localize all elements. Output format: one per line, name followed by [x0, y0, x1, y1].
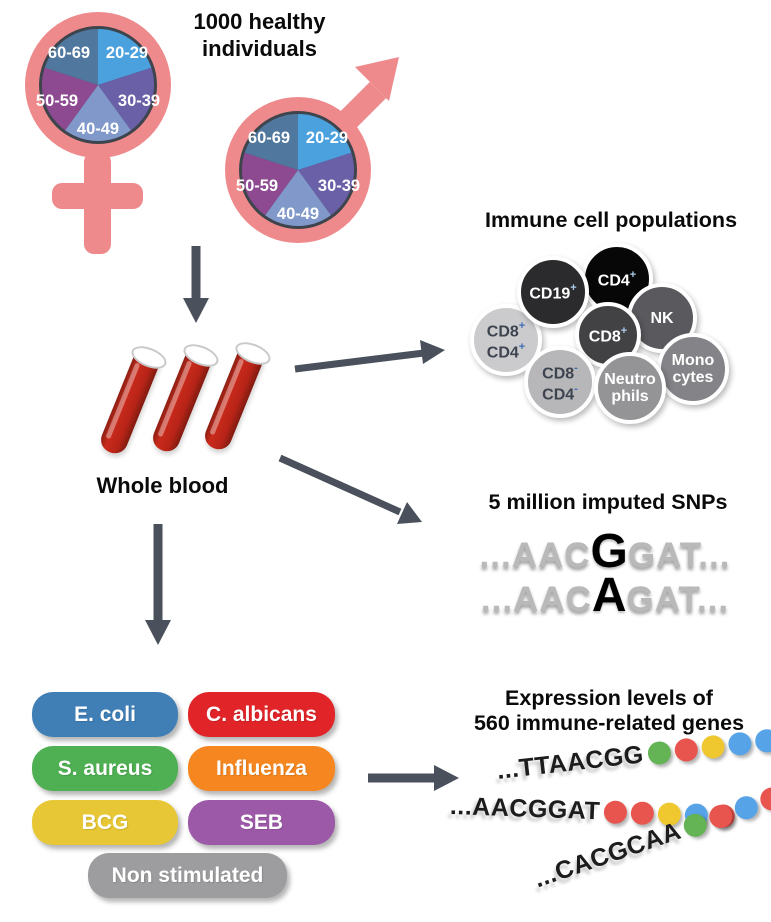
superscript: - — [574, 361, 578, 374]
stimulus-non-stimulated: Non stimulated — [88, 853, 287, 898]
expression-dot — [646, 740, 672, 766]
snp-variant-allele: G — [590, 525, 628, 578]
gene-sequence: ...AACGGAT — [449, 792, 601, 826]
gene-sequence: ...CACGCAA — [530, 816, 685, 894]
sequence-suffix: GAT... — [626, 580, 730, 619]
expression-dot — [603, 800, 628, 825]
superscript: - — [574, 383, 578, 395]
cell-cd19pos: CD19+ — [517, 256, 589, 328]
arrow-stimuli-to-expression — [368, 765, 459, 791]
expression-dot — [756, 784, 771, 814]
sequence-prefix: ...AAC — [480, 580, 592, 619]
pie-slice-30-39 — [298, 152, 355, 216]
arrow-blood-to-snps — [278, 454, 422, 524]
age-label: 60-69 — [48, 44, 90, 62]
age-label: 60-69 — [248, 129, 290, 147]
age-label: 20-29 — [306, 129, 348, 147]
superscript: + — [570, 282, 577, 295]
age-label: 40-49 — [77, 120, 119, 138]
arrow-cohort-to-blood — [183, 246, 209, 323]
expression-dot — [753, 728, 771, 754]
age-label: 30-39 — [318, 177, 360, 195]
pie-slice-50-59 — [41, 67, 98, 131]
male-age-pie — [241, 113, 355, 226]
pie-slice-20-29 — [298, 113, 352, 170]
snp-sequence-row: ...AAC A GAT... — [440, 572, 770, 620]
stimulus-saureus: S. aureus — [32, 746, 178, 791]
superscript: + — [518, 319, 526, 332]
expression-dot — [680, 810, 710, 841]
cohort-title-line1: 1000 healthy — [193, 9, 326, 34]
expression-sequence-row: ...CACGCAA — [530, 773, 771, 894]
sequence-suffix: GAT... — [627, 536, 731, 575]
gene-sequence: ...TTAACGG — [495, 740, 646, 785]
cell-monocytes: Mono cytes — [657, 333, 729, 405]
pie-slice-20-29 — [98, 28, 152, 85]
expression-title-line1: Expression levels of — [505, 686, 713, 710]
expression-dot — [699, 734, 726, 760]
superscript: + — [518, 341, 526, 353]
arrow-blood-to-stimuli — [145, 524, 171, 645]
arrow-blood-to-immune-cells — [294, 340, 445, 373]
female-age-pie — [41, 28, 155, 141]
stimulus-seb: SEB — [188, 800, 335, 845]
superscript: + — [629, 269, 637, 282]
male-arrow-head — [355, 57, 399, 101]
sequence-prefix: ...AAC — [479, 536, 591, 575]
age-label: 20-29 — [106, 44, 148, 62]
snp-variant-allele: A — [591, 569, 627, 622]
whole-blood-label: Whole blood — [96, 473, 229, 498]
cohort-title-line2: individuals — [202, 36, 317, 61]
female-symbol: 20-29 30-39 40-49 50-59 60-69 — [25, 12, 171, 254]
pie-slice-60-69 — [44, 28, 98, 85]
pie-slice-60-69 — [244, 113, 298, 170]
female-cross-horizontal — [52, 183, 143, 209]
cell-cd8neg-cd4neg: CD8- CD4- — [524, 346, 596, 418]
cell-neutrophils: Neutro phils — [594, 352, 666, 424]
snp-sequences: ...AAC G GAT... ...AAC A GAT... — [440, 528, 770, 620]
expression-dot — [726, 731, 753, 757]
pie-slice-40-49 — [65, 85, 131, 141]
immune-cells-title: Immune cell populations — [484, 208, 738, 232]
pie-slice-40-49 — [265, 170, 331, 226]
expression-dot — [673, 737, 699, 763]
stimulus-calbicans: C. albicans — [188, 692, 335, 737]
stimulus-influenza: Influenza — [188, 746, 335, 791]
cohort-title: 1000 healthy individuals — [152, 8, 367, 62]
stimulus-bcg: BCG — [32, 800, 178, 845]
expression-dot — [731, 793, 761, 823]
superscript: + — [620, 325, 628, 338]
expression-title: Expression levels of 560 immune-related … — [448, 686, 770, 736]
age-label: 50-59 — [236, 177, 278, 195]
expression-dot — [705, 802, 736, 832]
pie-slice-50-59 — [241, 152, 298, 216]
male-symbol: 20-29 30-39 40-49 50-59 60-69 — [225, 57, 399, 243]
age-label: 50-59 — [36, 92, 78, 110]
snp-sequence-row: ...AAC G GAT... — [440, 528, 770, 576]
stimulus-ecoli: E. coli — [32, 692, 178, 737]
snps-title: 5 million imputed SNPs — [488, 490, 728, 514]
pie-slice-30-39 — [98, 67, 155, 131]
expression-title-line2: 560 immune-related genes — [473, 711, 745, 735]
age-label: 30-39 — [118, 92, 160, 110]
age-label: 40-49 — [277, 205, 319, 223]
expression-dot — [630, 801, 655, 826]
